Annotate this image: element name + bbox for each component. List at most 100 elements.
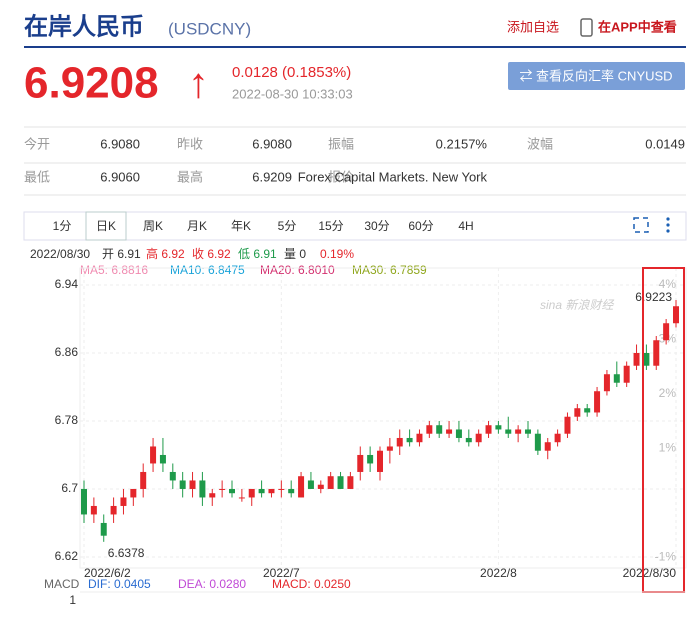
arrow: ↑ xyxy=(188,59,209,106)
candle-body xyxy=(623,365,630,383)
plot-frame xyxy=(79,267,687,569)
ma20: MA20: 6.8010 xyxy=(260,263,335,277)
add-watch[interactable]: 添加自选 xyxy=(507,19,559,34)
menu-dot[interactable] xyxy=(666,217,670,221)
tab[interactable]: 1分 xyxy=(53,219,72,233)
candle-body xyxy=(653,340,660,366)
candle-body xyxy=(564,416,571,434)
stat-label: 振幅 xyxy=(328,136,354,151)
candle-body xyxy=(258,488,265,494)
code: (USDCNY) xyxy=(168,19,251,38)
tab-active xyxy=(85,211,127,241)
candle-body xyxy=(199,480,206,498)
stat-label: 波幅 xyxy=(527,136,553,151)
menu-dot[interactable] xyxy=(666,229,670,233)
stat-value: 0.0149 xyxy=(645,136,685,151)
x-tick-label: 2022/8 xyxy=(480,566,517,580)
price: 6.9208 xyxy=(24,59,159,108)
ma10: MA10: 6.8475 xyxy=(170,263,245,277)
tab[interactable]: 周K xyxy=(143,219,163,233)
macd-value: MACD: 0.0250 xyxy=(272,577,351,591)
high-label: 6.9223 xyxy=(635,290,672,304)
candle-body xyxy=(327,476,334,489)
candle-body xyxy=(554,433,561,443)
y2-tick-label: -1% xyxy=(655,549,677,563)
stat-label: 昨收 xyxy=(177,136,203,151)
app-link[interactable]: 在APP中查看 xyxy=(598,19,677,34)
y-tick-label: 6.62 xyxy=(55,549,79,563)
phone-icon xyxy=(580,18,593,37)
title: 在岸人民币 xyxy=(24,12,144,40)
candle-body xyxy=(643,352,650,366)
time: 2022-08-30 10:33:03 xyxy=(232,86,353,101)
stat-label: 最高 xyxy=(177,169,203,184)
fullscreen-icon[interactable] xyxy=(633,217,649,233)
tab[interactable]: 月K xyxy=(187,219,207,233)
candle-body xyxy=(357,454,364,472)
candle-body xyxy=(673,306,679,324)
info-volume: 量 0 xyxy=(284,247,306,261)
candle-body xyxy=(159,454,166,464)
candle-body xyxy=(278,488,285,490)
info-low: 低 6.91 xyxy=(238,247,277,261)
y2-tick-label: 2% xyxy=(659,386,677,400)
candle-body xyxy=(475,433,482,443)
header-rule xyxy=(24,46,686,48)
stat-label: 报价 xyxy=(328,169,354,184)
info-date: 2022/08/30 xyxy=(30,247,90,261)
tabs: 1分 日K 周K 月K 年K 5分 15分 30分 60分 4H xyxy=(53,211,474,241)
candle-body xyxy=(110,505,117,515)
stat-value: 6.9209 xyxy=(252,169,292,184)
y2-tick-label: 1% xyxy=(659,440,677,454)
candle-body xyxy=(584,408,591,413)
x-tick-label: 2022/6/2 xyxy=(84,566,131,580)
y-tick-label: 6.7 xyxy=(61,481,78,495)
reverse-button[interactable] xyxy=(508,62,685,90)
macd-name: MACD xyxy=(44,577,80,591)
candle-body xyxy=(485,425,492,434)
change: 0.0128 (0.1853%) xyxy=(232,64,351,81)
candle-body xyxy=(603,374,610,392)
tab[interactable]: 5分 xyxy=(278,219,297,233)
stat-value: 6.9060 xyxy=(100,169,140,184)
candle-body xyxy=(130,488,137,498)
candle-body xyxy=(367,454,374,464)
reverse-button-label[interactable]: ⇄ 查看反向汇率 CNYUSD xyxy=(519,68,672,83)
candle-body xyxy=(238,497,245,499)
candle-body xyxy=(288,488,295,494)
y-tick-label: 6.94 xyxy=(55,277,79,291)
candle-body xyxy=(307,480,314,489)
candle-body xyxy=(100,522,107,536)
tab[interactable]: 年K xyxy=(231,219,251,233)
candle-body xyxy=(613,374,620,383)
info-high: 高 6.92 xyxy=(146,246,185,261)
stats-table: 今开 6.9080 昨收 6.9080 振幅 0.2157% 波幅 0.0149 最低 6.906… xyxy=(24,126,686,196)
stat-value: Forex Capital Markets. New York xyxy=(298,169,488,184)
candle-body xyxy=(169,471,176,481)
candle-body xyxy=(317,484,324,489)
candle-body xyxy=(633,352,640,366)
candle-body xyxy=(189,480,196,489)
candle-body xyxy=(406,437,413,443)
stat-value: 0.2157% xyxy=(436,136,488,151)
candle-body xyxy=(209,493,216,498)
candle-body xyxy=(465,437,472,443)
tab[interactable]: 15分 xyxy=(318,219,343,233)
candle-body xyxy=(436,425,443,434)
candle-body xyxy=(525,429,531,434)
candle-body xyxy=(90,505,97,515)
tab[interactable]: 4H xyxy=(458,219,473,233)
tab[interactable]: 日K xyxy=(96,219,116,233)
candle-body xyxy=(574,408,581,417)
candle-body xyxy=(81,488,87,515)
candle-body xyxy=(534,433,541,451)
menu-dot[interactable] xyxy=(666,223,670,227)
candle-body xyxy=(386,446,393,451)
candle-body xyxy=(179,480,186,489)
ma30: MA30: 6.7859 xyxy=(352,263,427,277)
tab[interactable]: 30分 xyxy=(364,219,389,233)
tab[interactable]: 60分 xyxy=(408,219,433,233)
watermark: sina 新浪财经 xyxy=(540,298,615,312)
candle-body xyxy=(663,323,670,341)
